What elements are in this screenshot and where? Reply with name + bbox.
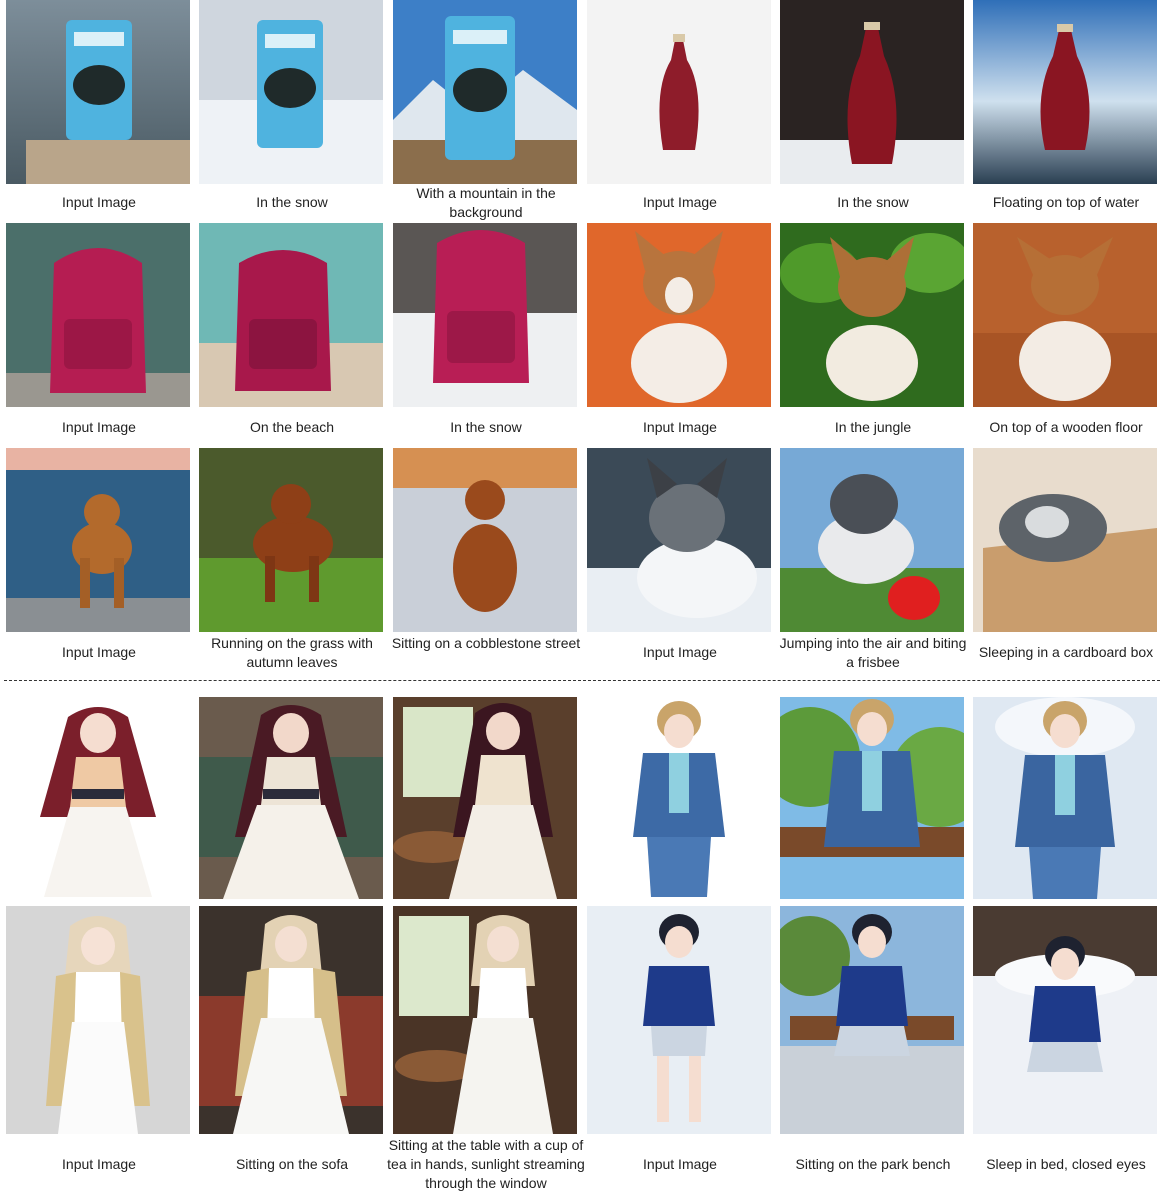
image-anime-boy-tshirt-bed	[973, 906, 1157, 1134]
caption: Jumping into the air and biting a frisbe…	[779, 635, 967, 670]
image-retriever-cobblestone	[393, 448, 577, 632]
caption: Sleep in bed, closed eyes	[986, 1156, 1146, 1172]
caption: Input Image	[643, 194, 717, 210]
caption: In the snow	[450, 419, 522, 435]
image-retriever-input	[6, 448, 190, 632]
caption: On top of a wooden floor	[989, 419, 1143, 435]
caption: In the snow	[256, 194, 328, 210]
image-anime-girl-blonde-cafe	[393, 906, 577, 1134]
image-anime-boy-tshirt-park-bench	[780, 906, 964, 1134]
caption: Sitting at the table with a cup of tea i…	[387, 1137, 585, 1191]
caption: In the jungle	[834, 419, 912, 435]
image-backpack-input	[6, 223, 190, 407]
caption: On the beach	[249, 419, 335, 435]
caption: Input Image	[643, 644, 717, 660]
image-vase-input	[587, 0, 771, 184]
image-anime-boy-suit-park-bench	[780, 697, 964, 899]
image-beer-can-input	[6, 0, 190, 184]
image-corgi-wood-floor	[973, 223, 1157, 407]
image-anime-girl-redhair-cafe	[393, 697, 577, 899]
caption: Running on the grass with autumn leaves	[211, 635, 373, 670]
image-backpack-snow	[393, 223, 577, 407]
caption: Sitting on a cobblestone street	[391, 635, 581, 651]
image-retriever-grass	[199, 448, 383, 632]
image-corgi-jungle	[780, 223, 964, 407]
image-anime-boy-tshirt-input	[587, 906, 771, 1134]
caption: With a mountain in the background	[416, 185, 556, 220]
image-beer-can-snow	[199, 0, 383, 184]
caption: Input Image	[62, 419, 136, 435]
image-anime-boy-suit-input	[587, 697, 771, 899]
caption: In the snow	[837, 194, 909, 210]
image-backpack-beach	[199, 223, 383, 407]
image-beer-can-mountain	[393, 0, 577, 184]
image-collie-frisbee	[780, 448, 964, 632]
caption: Input Image	[643, 1156, 717, 1172]
image-anime-girl-blonde-input	[6, 906, 190, 1134]
image-collie-input	[587, 448, 771, 632]
image-corgi-input	[587, 223, 771, 407]
caption: Sitting on the park bench	[795, 1156, 951, 1172]
caption: Input Image	[62, 644, 136, 660]
caption: Input Image	[62, 1156, 136, 1172]
caption: Sitting on the sofa	[235, 1156, 349, 1172]
caption: Input Image	[643, 419, 717, 435]
image-anime-boy-suit-bed	[973, 697, 1157, 899]
image-anime-girl-redhair-input	[6, 697, 190, 899]
caption: Floating on top of water	[992, 194, 1140, 210]
image-vase-water	[973, 0, 1157, 184]
image-collie-cardboard-box	[973, 448, 1157, 632]
image-vase-snow	[780, 0, 964, 184]
section-divider	[4, 680, 1160, 681]
caption: Sleeping in a cardboard box	[978, 644, 1154, 660]
image-anime-girl-redhair-sofa	[199, 697, 383, 899]
caption: Input Image	[62, 194, 136, 210]
image-anime-girl-blonde-sofa	[199, 906, 383, 1134]
